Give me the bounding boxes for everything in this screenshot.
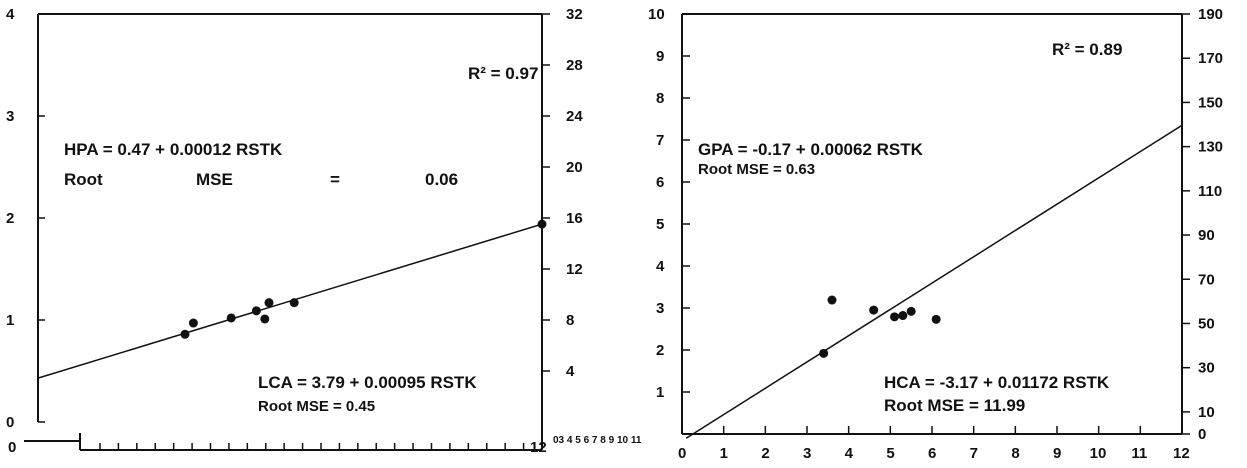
right-x-tick-label: 12 (1173, 445, 1190, 462)
lca-rmse: Root MSE = 0.45 (258, 398, 375, 415)
right-points (819, 295, 941, 358)
left-data-point (188, 318, 198, 328)
hpa-rmse-value: 0.06 (425, 170, 458, 189)
left-r2-label: R² = 0.97 (468, 64, 538, 83)
right-x-tick-label: 2 (761, 445, 769, 462)
left-data-point (260, 314, 270, 324)
right-y2-tick-label: 170 (1198, 50, 1223, 67)
left-data-point (289, 298, 299, 308)
hpa-rmse-mse: MSE (196, 170, 233, 189)
right-x-tick-label: 1 (720, 445, 728, 462)
right-data-point (827, 295, 837, 305)
left-y2-tick-label: 12 (566, 261, 583, 278)
right-x-tick-label: 6 (928, 445, 936, 462)
right-x-tick-label: 9 (1053, 445, 1061, 462)
left-y-tick-label: 4 (6, 6, 15, 23)
right-fit-line (685, 124, 1183, 439)
right-y-tick-label: 7 (656, 132, 664, 149)
left-y-tick-label: 1 (6, 312, 14, 329)
right-y-tick-label: 9 (656, 48, 664, 65)
gpa-equation: GPA = -0.17 + 0.00062 RSTK (698, 140, 924, 159)
right-fit-line-group (685, 124, 1183, 439)
right-y-tick-label: 2 (656, 342, 664, 359)
hpa-rmse-root: Root (64, 170, 103, 189)
hca-equation: HCA = -3.17 + 0.01172 RSTK (884, 373, 1110, 392)
left-data-point (251, 306, 261, 316)
right-y2-tick-label: 70 (1198, 271, 1215, 288)
left-y2-tick-label: 32 (566, 6, 583, 23)
right-data-point (869, 305, 879, 315)
left-points (180, 219, 547, 339)
left-y-tick-label: 2 (6, 210, 14, 227)
right-data-point (931, 314, 941, 324)
right-y2-tick-label: 10 (1198, 404, 1215, 421)
hpa-rmse-equals: = (330, 170, 340, 189)
left-data-point (180, 329, 190, 339)
right-y2-tick-label: 110 (1198, 183, 1222, 200)
hpa-equation: HPA = 0.47 + 0.00012 RSTK (64, 140, 283, 159)
left-y2-tick-label: 20 (566, 159, 583, 176)
right-y-tick-label: 8 (656, 90, 664, 107)
right-y2-tick-label: 90 (1198, 227, 1215, 244)
right-data-point (890, 312, 899, 322)
left-y-tick-label: 3 (6, 108, 14, 125)
right-x-tick-label: 3 (803, 445, 811, 462)
right-y-tick-label: 5 (656, 216, 664, 233)
right-x-tick-label: 5 (886, 445, 894, 462)
right-data-point (898, 311, 908, 321)
left-axes (24, 13, 543, 451)
right-y2-tick-label: 130 (1198, 139, 1223, 156)
left-y2-tick-label: 16 (566, 210, 583, 227)
gpa-rmse: Root MSE = 0.63 (698, 161, 815, 178)
right-data-point (819, 348, 829, 358)
right-x-tick-label: 4 (845, 445, 854, 462)
left-x-tick-label-12: 12 (530, 439, 547, 456)
left-y2-tick-label: 4 (566, 363, 575, 380)
stray-tick-label: 03 4 5 6 7 8 9 10 11 (553, 435, 642, 446)
right-y-tick-label: 6 (656, 174, 664, 191)
right-x-tick-label: 7 (970, 445, 978, 462)
right-data-point (906, 306, 916, 316)
right-y2-tick-label: 0 (1198, 426, 1206, 443)
right-y2-tick-label: 190 (1198, 6, 1223, 23)
left-data-point (226, 313, 236, 323)
left-data-point (537, 219, 547, 229)
hca-rmse: Root MSE = 11.99 (884, 396, 1025, 415)
right-y2-tick-label: 50 (1198, 315, 1215, 332)
right-x-tick-label: 0 (678, 445, 686, 462)
right-x-tick-label: 8 (1011, 445, 1019, 462)
left-y-tick-label: 0 (6, 414, 14, 431)
right-y-tick-label: 1 (656, 384, 664, 401)
right-y-tick-label: 3 (656, 300, 664, 317)
right-y2-tick-label: 30 (1198, 360, 1215, 377)
right-x-tick-label: 11 (1131, 445, 1147, 462)
left-data-point (264, 298, 274, 308)
right-y-tick-label: 4 (656, 258, 665, 275)
right-y2-tick-label: 150 (1198, 94, 1223, 111)
left-x-tick-label-0: 0 (8, 439, 16, 456)
right-y-tick-label: 10 (648, 6, 665, 23)
lca-equation: LCA = 3.79 + 0.00095 RSTK (258, 373, 477, 392)
left-y2-tick-label: 24 (566, 108, 583, 125)
right-r2-label: R² = 0.89 (1052, 40, 1122, 59)
right-x-tick-label: 10 (1090, 445, 1107, 462)
left-y2-tick-label: 8 (566, 312, 574, 329)
right-axes (681, 13, 1183, 435)
left-y2-tick-label: 28 (566, 57, 583, 74)
